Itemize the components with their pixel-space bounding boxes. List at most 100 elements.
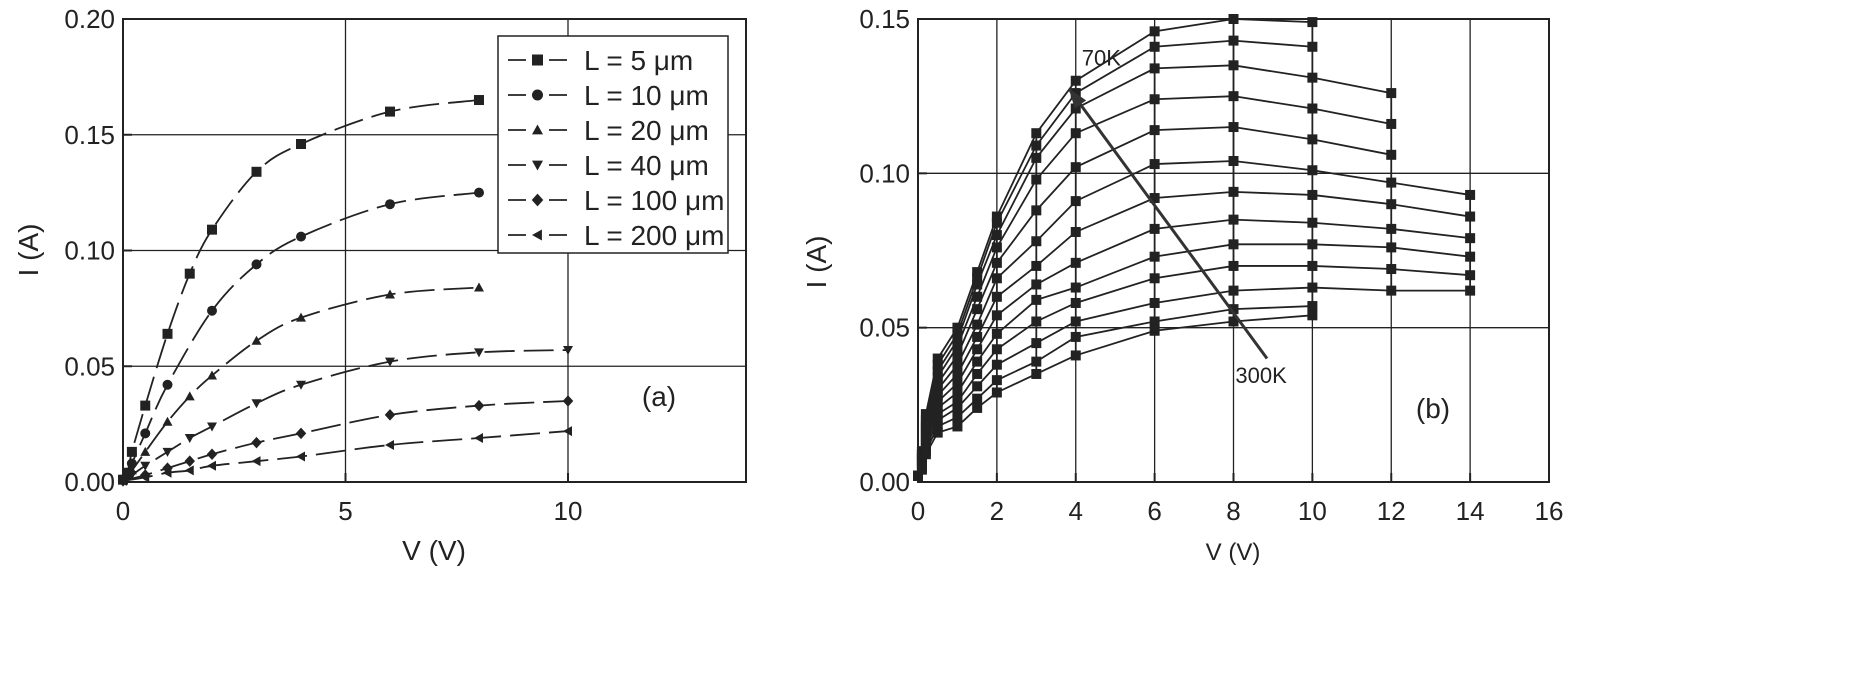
panel-a-series-3-point-3 [162, 447, 173, 457]
panel-b-series-9-point-12 [1386, 264, 1397, 275]
panel-b-ytick-label-3: 0.15 [859, 4, 910, 34]
panel-b-series-7-point-11 [1307, 217, 1318, 228]
panel-a-series-0-point-4 [162, 328, 173, 339]
panel-a-series-line-1 [122, 191, 480, 481]
panel-b-ytick-label-1: 0.05 [859, 313, 910, 343]
panel-b-series-2-point-7 [1031, 152, 1042, 163]
panel-b-series-4-point-6 [991, 257, 1002, 268]
panel-b-xtick-label-1: 2 [990, 496, 1004, 526]
panel-b-ytick-label-2: 0.10 [859, 158, 910, 188]
panel-b-series-4-point-11 [1307, 134, 1318, 145]
panel-a-series-2-point-9 [474, 282, 484, 292]
panel-a-legend-label-1: L = 10 μm [584, 80, 709, 111]
panel-b-series-6-point-11 [1307, 189, 1318, 200]
panel-a-series-4-point-3 [184, 455, 195, 467]
panel-b-series-5-point-7 [1031, 236, 1042, 247]
panel-a-series-5-point-6 [296, 451, 305, 462]
panel-b-series-10-point-8 [1070, 316, 1081, 327]
panel-b-annotation-300k: 300K [1235, 363, 1287, 388]
panel-a-series-0-point-2 [126, 446, 137, 457]
panel-b-xtick-label-8: 16 [1535, 496, 1564, 526]
panel-b-series-3-point-11 [1307, 103, 1318, 114]
panel-b-series-7-point-10 [1228, 214, 1239, 225]
panel-a-legend-label-5: L = 200 μm [584, 220, 724, 251]
panel-a-series-5-point-8 [474, 433, 483, 444]
panel-a-legend-entry-3: L = 40 μm [508, 150, 709, 181]
panel-b-series-6-point-4 [952, 368, 963, 379]
panel-a-legend-label-3: L = 40 μm [584, 150, 709, 181]
panel-a-legend-entry-5: L = 200 μm [508, 220, 724, 251]
panel-a-series-1-point-8 [385, 199, 395, 210]
panel-a-legend-marker-4 [531, 193, 544, 207]
panel-b-series-8 [913, 239, 1476, 481]
panel-a-series-line-4 [122, 400, 569, 482]
panel-b-chart: 0 2 4 6 8 10 12 14 16 0.00 0.05 0.10 0.15 V (V) I (A) (… [801, 4, 1563, 566]
panel-b-ylabel: I (A) [801, 236, 832, 289]
panel-a-legend-marker-3 [532, 160, 543, 171]
panel-b-series-12-point-10 [1228, 316, 1239, 327]
panel-a-series-2-point-8 [385, 289, 395, 299]
panel-a-series-3-point-1 [126, 471, 137, 481]
panel-a-series-5-point-1 [140, 472, 150, 483]
panel-b-series-8-point-8 [1070, 282, 1081, 293]
panel-a-legend-entry-2: L = 20 μm [508, 115, 709, 146]
panel-b-series-12 [913, 310, 1318, 481]
panel-a-series-4-point-6 [295, 427, 307, 440]
panel-a-series-line-3 [122, 349, 569, 482]
panel-b-series-10-point-9 [1149, 297, 1160, 308]
panel-a-series-2-point-7 [296, 312, 306, 322]
panel-b-series-2-point-6 [991, 230, 1002, 241]
panel-b-series-9-point-7 [1031, 316, 1042, 327]
panel-a-series-3-point-7 [296, 380, 306, 390]
panel-a-series-5 [118, 426, 572, 486]
panel-a-series-4-point-5 [251, 436, 262, 449]
panel-b-series-0-point-11 [1307, 17, 1318, 28]
panel-b-xtick-label-2: 4 [1069, 496, 1083, 526]
panel-b-series-5 [913, 155, 1476, 481]
panel-a-series-1 [118, 187, 484, 485]
panel-b-series-1-point-7 [1031, 140, 1042, 151]
panel-b-series-1-point-9 [1149, 41, 1160, 52]
panel-a-series-0-point-3 [140, 400, 151, 411]
panel-b-series-7-point-12 [1386, 223, 1397, 234]
panel-b-series-6 [913, 186, 1476, 481]
panel-a-series-0-point-8 [296, 139, 306, 150]
panel-a-series-1-point-9 [474, 187, 484, 198]
panel-a-series-2-point-3 [162, 416, 173, 426]
panel-a-series-0-point-7 [251, 166, 262, 177]
panel-b-series-2-point-9 [1149, 63, 1160, 74]
panel-a-series-0-point-5 [184, 268, 195, 279]
panel-a-legend-box [497, 35, 729, 254]
panel-b-series-8-point-6 [991, 328, 1002, 339]
panel-b-series-5-point-10 [1228, 155, 1239, 166]
panel-b-series-10-point-12 [1386, 285, 1397, 296]
panel-b-series-8-point-5 [972, 356, 983, 367]
panel-b-series-3-point-9 [1149, 94, 1160, 105]
panel-b-series-6-point-5 [972, 331, 983, 342]
panel-a-series-1-point-5 [207, 305, 217, 316]
panel-a-legend-label-2: L = 20 μm [584, 115, 709, 146]
panel-b-series-line-9 [917, 265, 1471, 477]
panel-a-xtick-label-0: 0 [116, 496, 130, 526]
panel-b-series-4-point-7 [1031, 205, 1042, 216]
panel-b-temperature-arrow [1068, 88, 1269, 360]
panel-b-series-4-point-12 [1386, 149, 1397, 160]
panel-b-series-12-point-1 [916, 464, 927, 475]
panel-b-series-8-point-11 [1307, 239, 1318, 250]
panel-b-series-3-point-12 [1386, 118, 1397, 129]
panel-b-series-8-point-4 [952, 387, 963, 398]
panel-a-legend-entry-1: L = 10 μm [508, 80, 709, 111]
panel-b-series-5-point-9 [1149, 159, 1160, 170]
panel-b-series-12-point-9 [1149, 325, 1160, 336]
panel-b-xtick-label-3: 6 [1147, 496, 1161, 526]
panel-b-series-5-point-12 [1386, 177, 1397, 188]
panel-a-series-5-point-9 [563, 426, 572, 437]
panel-a-ytick-label-3: 0.15 [64, 120, 115, 150]
panel-b-series-6-point-6 [991, 291, 1002, 302]
panel-b-arrow-shaft [1068, 89, 1269, 360]
panel-b-series-7-point-9 [1149, 223, 1160, 234]
panel-a-ytick-label-2: 0.10 [64, 236, 115, 266]
panel-b-series-11-point-9 [1149, 316, 1160, 327]
panel-b-xtick-label-7: 14 [1456, 496, 1485, 526]
